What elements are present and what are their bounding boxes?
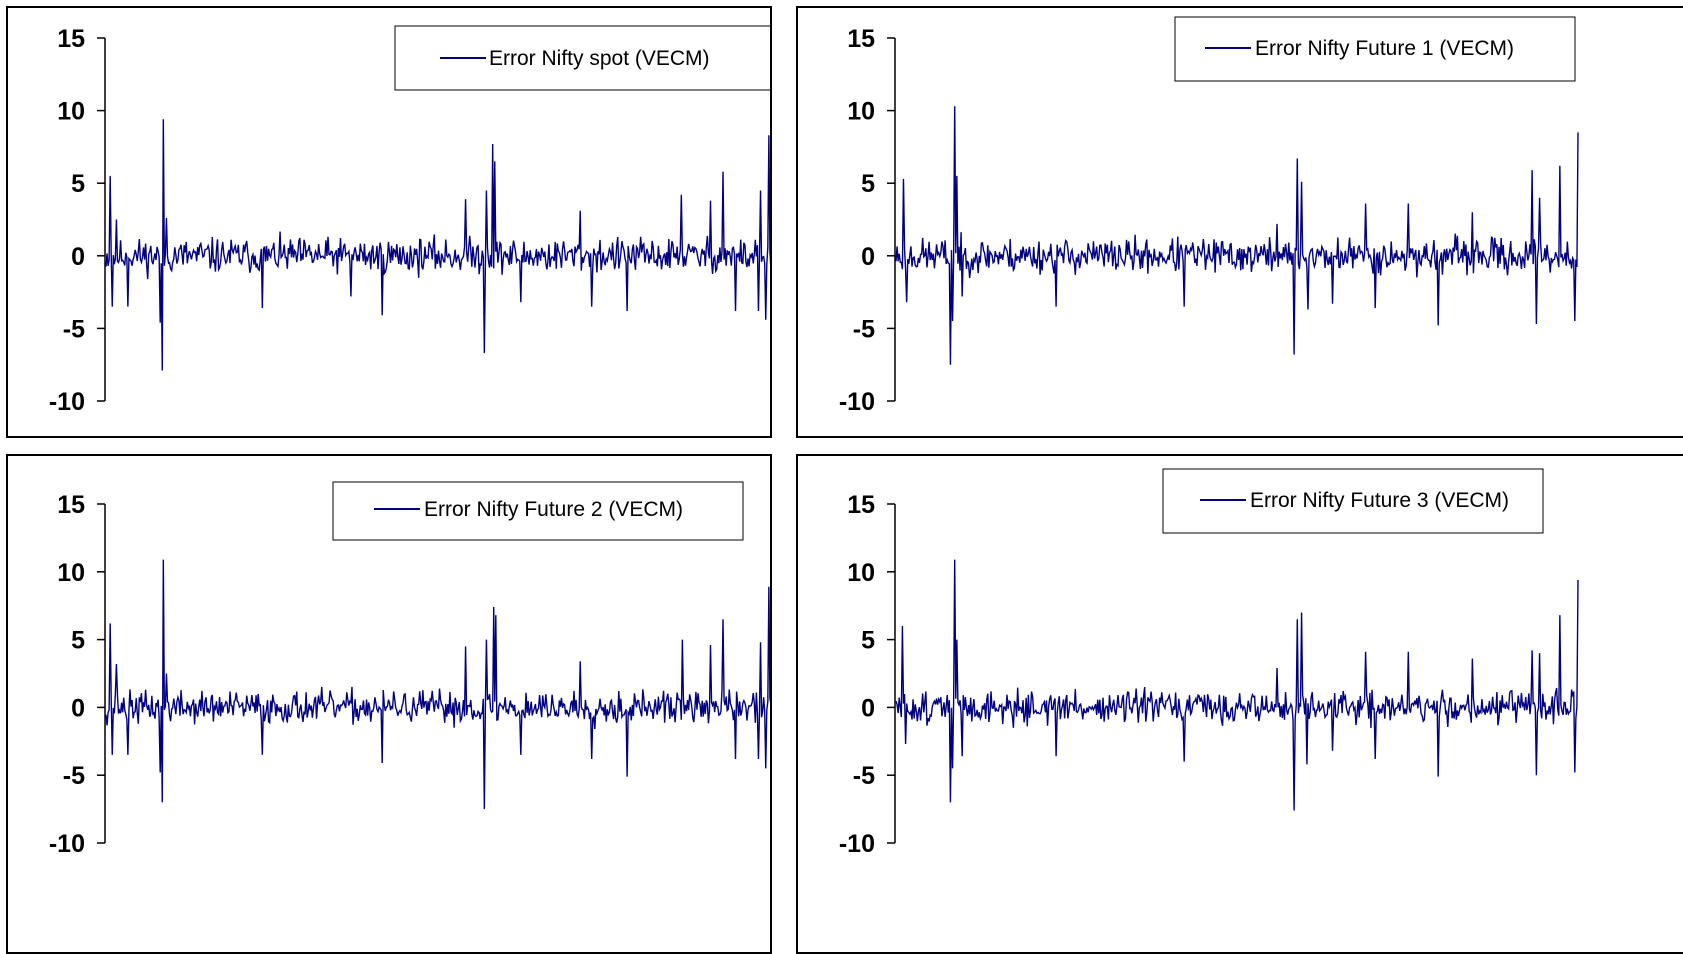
y-tick-label: 5	[861, 627, 875, 655]
y-tick-label: 0	[861, 694, 875, 722]
legend: Error Nifty Future 3 (VECM)	[1162, 468, 1544, 534]
chart-panel-3: 15 10 5 0 -5 -10 Error Nifty Future 2 (VECM)	[6, 454, 772, 954]
y-tick-label: 10	[57, 98, 85, 126]
series-line	[105, 559, 770, 810]
legend: Error Nifty spot (VECM)	[394, 25, 770, 91]
y-tick-label: 15	[57, 25, 85, 53]
y-tick-label: 0	[71, 694, 85, 722]
series-line	[895, 106, 1579, 365]
chart-panel-2: 15 10 5 0 -5 -10 Error Nifty Future 1 (VECM)	[796, 6, 1683, 438]
chart-2-plot: 15 10 5 0 -5 -10 Error Nifty Future 1 (VECM)	[839, 16, 1579, 416]
series-line	[105, 119, 770, 371]
y-tick-label: 15	[847, 25, 875, 53]
y-tick-label: 15	[57, 491, 85, 519]
legend-label: Error Nifty spot (VECM)	[489, 47, 710, 70]
legend-box	[1162, 468, 1544, 534]
legend-box	[394, 25, 770, 91]
y-tick-label: 10	[847, 98, 875, 126]
legend: Error Nifty Future 2 (VECM)	[332, 481, 744, 541]
chart-3-plot: 15 10 5 0 -5 -10 Error Nifty Future 2 (VECM)	[49, 481, 770, 858]
y-tick-label: 5	[71, 627, 85, 655]
y-tick-label: -10	[49, 388, 85, 416]
chart-panel-4: 15 10 5 0 -5 -10 Error Nifty Future 3 (VECM)	[796, 454, 1683, 954]
chart-4-plot: 15 10 5 0 -5 -10 Error Nifty Future 3 (VECM)	[839, 468, 1579, 858]
y-tick-label: 10	[57, 559, 85, 587]
chart-1-plot: 15 10 5 0 -5 -10 Error Nifty spot (VECM)	[49, 25, 770, 416]
series-line	[895, 559, 1579, 811]
legend-label: Error Nifty Future 1 (VECM)	[1255, 37, 1514, 60]
chart-panel-1: 15 10 5 0 -5 -10 Error Nifty spot (VECM)	[6, 6, 772, 438]
y-tick-label: -10	[839, 388, 875, 416]
y-tick-label: -10	[49, 830, 85, 858]
legend: Error Nifty Future 1 (VECM)	[1174, 16, 1576, 82]
y-tick-label: 0	[861, 243, 875, 271]
legend-label: Error Nifty Future 3 (VECM)	[1250, 489, 1509, 512]
y-tick-label: -5	[853, 315, 875, 343]
y-tick-label: -10	[839, 830, 875, 858]
y-tick-label: 0	[71, 243, 85, 271]
y-tick-label: -5	[853, 762, 875, 790]
y-tick-label: -5	[63, 315, 85, 343]
y-tick-label: 15	[847, 491, 875, 519]
y-tick-label: -5	[63, 762, 85, 790]
legend-label: Error Nifty Future 2 (VECM)	[424, 498, 683, 521]
y-tick-label: 5	[861, 170, 875, 198]
y-tick-label: 10	[847, 559, 875, 587]
y-tick-label: 5	[71, 170, 85, 198]
legend-box	[332, 481, 744, 541]
